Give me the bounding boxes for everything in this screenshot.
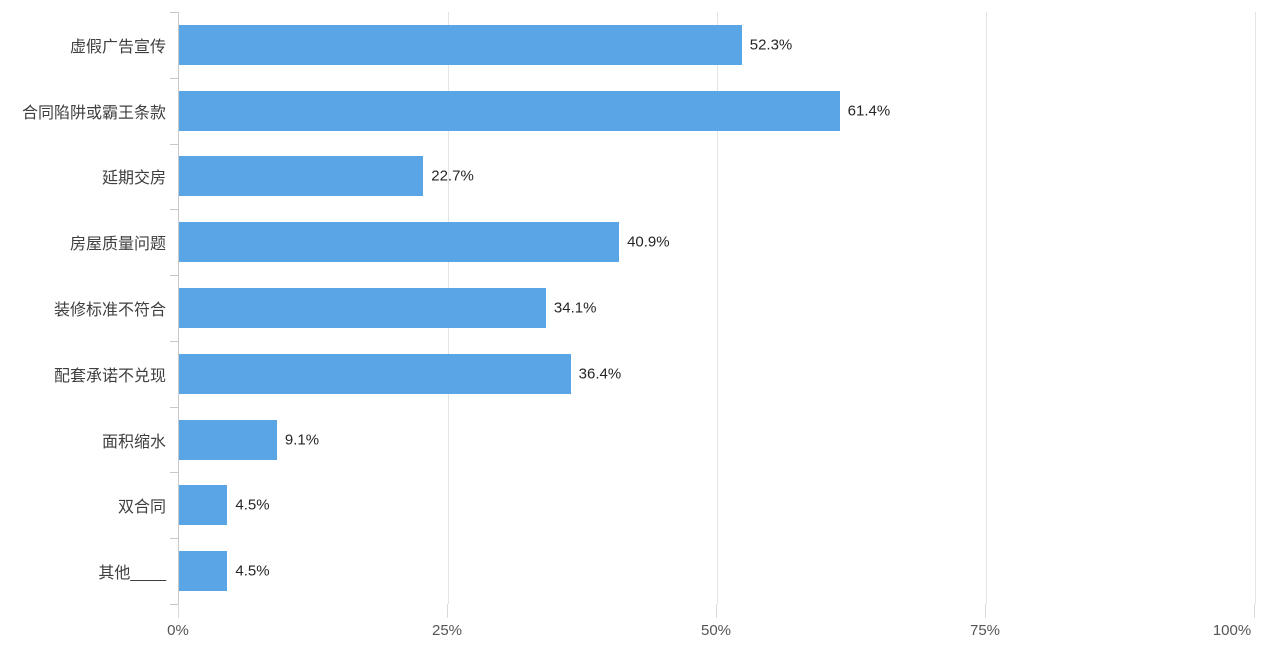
bar-row: 40.9% bbox=[179, 209, 1255, 275]
y-axis-tick-mark bbox=[170, 341, 179, 342]
bar-4 bbox=[179, 222, 620, 263]
y-axis-tick-mark bbox=[170, 78, 179, 79]
x-axis-tick-mark bbox=[447, 604, 448, 618]
bar-row: 52.3% bbox=[179, 12, 1255, 78]
y-axis-tick-mark bbox=[170, 144, 179, 145]
bar-row: 4.5% bbox=[179, 538, 1255, 604]
category-label: 面积缩水 bbox=[101, 433, 166, 451]
x-axis-tick-mark bbox=[985, 604, 986, 618]
bar-8 bbox=[179, 485, 228, 526]
category-label: 其他____ bbox=[98, 565, 166, 583]
gridline bbox=[1255, 12, 1256, 604]
y-axis-tick-mark bbox=[170, 275, 179, 276]
bar-6 bbox=[179, 353, 571, 394]
x-axis-tick-mark bbox=[716, 604, 717, 618]
bar-5 bbox=[179, 287, 546, 328]
x-axis-tick-mark bbox=[178, 604, 179, 618]
bar-2 bbox=[179, 90, 840, 131]
bar-value-label: 40.9% bbox=[627, 233, 670, 251]
category-label: 合同陷阱或霸王条款 bbox=[21, 104, 166, 122]
x-axis-tick-label: 100% bbox=[1212, 622, 1252, 639]
y-axis-tick-mark bbox=[170, 604, 179, 605]
bar-9 bbox=[179, 551, 228, 592]
category-label: 配套承诺不兑现 bbox=[53, 367, 166, 385]
y-axis-tick-mark bbox=[170, 538, 179, 539]
category-label: 延期交房 bbox=[101, 170, 166, 188]
y-axis-tick-mark bbox=[170, 209, 179, 210]
bar-value-label: 36.4% bbox=[578, 365, 622, 383]
y-axis-tick-mark bbox=[170, 407, 179, 408]
bar-7 bbox=[179, 419, 277, 460]
bar-value-label: 9.1% bbox=[284, 431, 320, 449]
y-axis-tick-mark bbox=[170, 12, 179, 13]
bar-row: 4.5% bbox=[179, 472, 1255, 538]
bar-row: 22.7% bbox=[179, 144, 1255, 210]
x-axis-tick-label: 50% bbox=[700, 622, 732, 639]
bar-row: 9.1% bbox=[179, 407, 1255, 473]
bar-value-label: 22.7% bbox=[431, 167, 474, 185]
bar-3 bbox=[179, 156, 424, 197]
category-label: 双合同 bbox=[117, 499, 166, 517]
bar-row: 61.4% bbox=[179, 78, 1255, 144]
gridline bbox=[717, 12, 718, 604]
bar-value-label: 52.3% bbox=[749, 36, 793, 54]
category-label: 装修标准不符合 bbox=[53, 301, 166, 319]
y-axis-tick-mark bbox=[170, 472, 179, 473]
bar-1 bbox=[179, 24, 742, 65]
x-axis-tick-label: 25% bbox=[431, 622, 463, 639]
x-axis-tick-mark bbox=[1254, 604, 1255, 618]
bar-value-label: 4.5% bbox=[235, 496, 270, 514]
bar-row: 36.4% bbox=[179, 341, 1255, 407]
bar-value-label: 4.5% bbox=[235, 562, 270, 580]
category-label: 房屋质量问题 bbox=[69, 236, 166, 254]
x-axis-tick-label: 0% bbox=[167, 622, 189, 639]
plot-area: 52.3% 61.4% 22.7% 40.9% 34.1% 36.4% 9.1% 4.5% 4.… bbox=[170, 12, 1256, 605]
category-label: 虚假广告宣传 bbox=[69, 38, 166, 56]
gridline bbox=[986, 12, 987, 604]
bar-value-label: 61.4% bbox=[847, 102, 891, 120]
bar-row: 34.1% bbox=[179, 275, 1255, 341]
x-axis-tick-label: 75% bbox=[969, 622, 1001, 639]
bar-value-label: 34.1% bbox=[553, 299, 597, 317]
